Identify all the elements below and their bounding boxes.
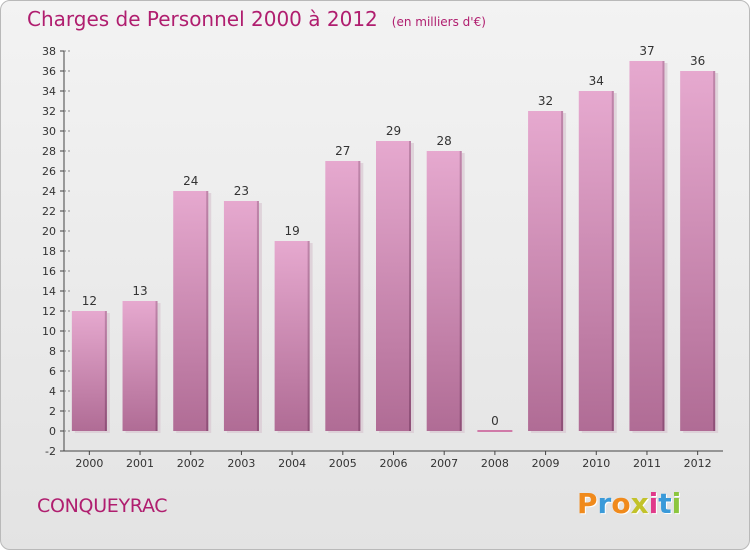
- bars-layer: [71, 61, 719, 433]
- bar: [629, 61, 665, 431]
- bar-edge: [662, 61, 665, 431]
- y-tick-label: 22: [42, 205, 56, 218]
- logo-letter: o: [611, 487, 631, 520]
- value-label: 27: [335, 144, 350, 158]
- y-tick-label: 38: [42, 45, 56, 58]
- logo-letter: i: [648, 487, 659, 520]
- y-tick-label: 14: [42, 285, 56, 298]
- value-label: 28: [437, 134, 452, 148]
- y-tick-label: 8: [49, 345, 56, 358]
- x-tick-label: 2009: [532, 457, 560, 470]
- value-label: 34: [589, 74, 604, 88]
- proxiti-logo: Proxiti: [577, 487, 681, 520]
- y-tick-label: 28: [42, 145, 56, 158]
- y-tick-label: 2: [49, 405, 56, 418]
- bar: [477, 430, 513, 432]
- x-tick-label: 2010: [582, 457, 610, 470]
- bar-edge: [155, 301, 158, 431]
- y-tick-label: 36: [42, 65, 56, 78]
- logo-letter: P: [577, 487, 598, 520]
- logo-letter: x: [630, 487, 649, 520]
- x-tick-label: 2003: [227, 457, 255, 470]
- logo-letter: r: [597, 487, 612, 520]
- bar: [122, 301, 158, 431]
- x-tick-label: 2007: [430, 457, 458, 470]
- y-tick-label: 24: [42, 185, 56, 198]
- y-tick-label: -2: [45, 445, 56, 458]
- bar: [223, 201, 259, 431]
- y-tick-label: 16: [42, 265, 56, 278]
- bar-edge: [459, 151, 462, 431]
- value-label: 23: [234, 184, 249, 198]
- y-tick-label: 20: [42, 225, 56, 238]
- value-label: 29: [386, 124, 401, 138]
- bar-edge: [561, 111, 564, 431]
- place-name: CONQUEYRAC: [37, 495, 168, 517]
- y-tick-label: 18: [42, 245, 56, 258]
- chart-subtitle: (en milliers d'€): [391, 15, 486, 29]
- bar-edge: [104, 311, 107, 431]
- bar: [680, 71, 716, 431]
- x-tick-label: 2001: [126, 457, 154, 470]
- title-text: Charges de Personnel 2000 à 2012: [27, 7, 378, 31]
- logo-letter: t: [658, 487, 672, 520]
- y-tick-label: 6: [49, 365, 56, 378]
- bar-edge: [307, 241, 310, 431]
- bar-edge: [713, 71, 716, 431]
- bar: [528, 111, 564, 431]
- x-tick-label: 2000: [75, 457, 103, 470]
- y-tick-label: 0: [49, 425, 56, 438]
- bar-edge: [358, 161, 361, 431]
- y-tick-label: 26: [42, 165, 56, 178]
- bar: [376, 141, 411, 431]
- y-tick-label: 34: [42, 85, 56, 98]
- x-tick-label: 2012: [684, 457, 712, 470]
- bar: [71, 311, 107, 431]
- bar-edge: [409, 141, 411, 431]
- value-label: 0: [491, 414, 499, 428]
- x-tick-label: 2008: [481, 457, 509, 470]
- bar: [173, 191, 209, 431]
- y-tick-label: 32: [42, 105, 56, 118]
- bar: [274, 241, 310, 431]
- axis-layer: -202468101214161820222426283032343638122…: [42, 44, 723, 470]
- x-tick-label: 2011: [633, 457, 661, 470]
- bar: [325, 161, 361, 431]
- value-label: 12: [82, 294, 97, 308]
- bar: [578, 91, 614, 431]
- chart-title: Charges de Personnel 2000 à 2012 (en mill…: [27, 7, 486, 31]
- x-tick-label: 2005: [329, 457, 357, 470]
- value-label: 36: [690, 54, 705, 68]
- y-tick-label: 4: [49, 385, 56, 398]
- y-tick-label: 12: [42, 305, 56, 318]
- bar-edge: [611, 91, 614, 431]
- bar-edge: [256, 201, 259, 431]
- value-label: 13: [132, 284, 147, 298]
- value-label: 37: [639, 44, 654, 58]
- y-tick-label: 10: [42, 325, 56, 338]
- x-tick-label: 2006: [380, 457, 408, 470]
- x-tick-label: 2004: [278, 457, 306, 470]
- x-tick-label: 2002: [177, 457, 205, 470]
- bar-edge: [206, 191, 209, 431]
- y-tick-label: 30: [42, 125, 56, 138]
- value-label: 24: [183, 174, 198, 188]
- bar: [426, 151, 462, 431]
- value-label: 19: [284, 224, 299, 238]
- value-label: 32: [538, 94, 553, 108]
- logo-letter: i: [671, 487, 682, 520]
